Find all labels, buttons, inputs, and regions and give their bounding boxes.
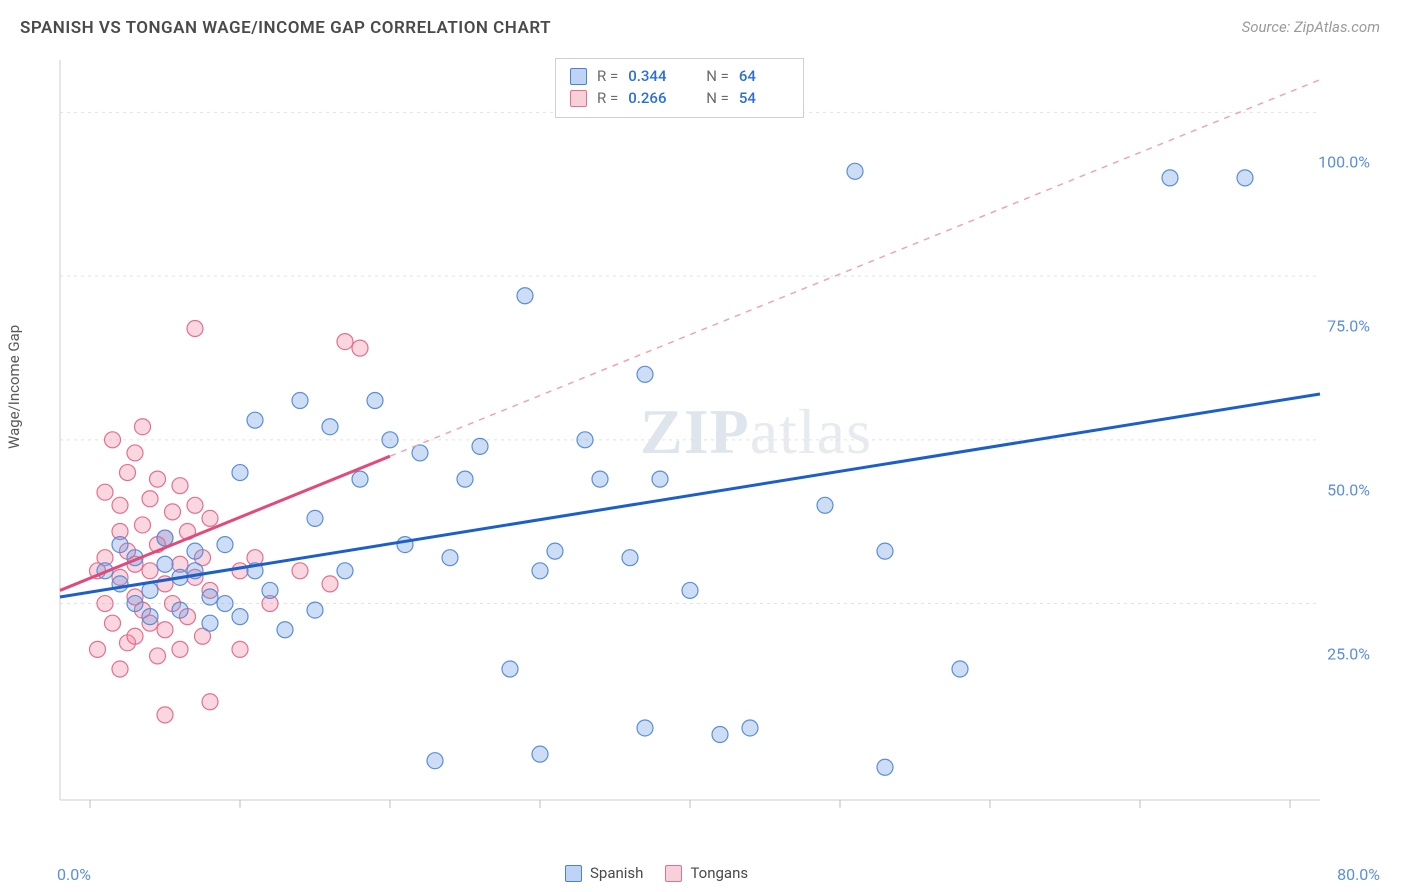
x-axis-min-label: 0.0% [57,865,91,884]
r-value-spanish: 0.344 [628,67,678,85]
swatch-tongans-icon [665,865,682,882]
r-label: R = [597,67,618,85]
n-value-tongans: 54 [739,89,789,107]
swatch-tongans-icon [570,90,587,107]
r-value-tongans: 0.266 [628,89,678,107]
n-label: N = [706,89,729,107]
stats-row-spanish: R = 0.344 N = 64 [570,65,789,87]
chart-svg [55,50,1380,840]
stats-box: R = 0.344 N = 64 R = 0.266 N = 54 [555,58,804,118]
n-value-spanish: 64 [739,67,789,85]
legend-item-tongans: Tongans [665,864,748,882]
n-label: N = [706,67,729,85]
legend-label-tongans: Tongans [690,864,748,882]
swatch-spanish-icon [570,68,587,85]
x-axis-max-label: 80.0% [1337,865,1380,884]
r-label: R = [597,89,618,107]
y-axis-label: Wage/Income Gap [5,325,23,449]
chart-area: 25.0%50.0%75.0%100.0% [55,50,1380,840]
stats-row-tongans: R = 0.266 N = 54 [570,87,789,109]
chart-title: SPANISH VS TONGAN WAGE/INCOME GAP CORREL… [20,18,551,38]
swatch-spanish-icon [565,865,582,882]
legend-item-spanish: Spanish [565,864,643,882]
legend-label-spanish: Spanish [590,864,643,882]
bottom-legend: Spanish Tongans [565,864,748,882]
source-label: Source: ZipAtlas.com [1242,18,1380,36]
